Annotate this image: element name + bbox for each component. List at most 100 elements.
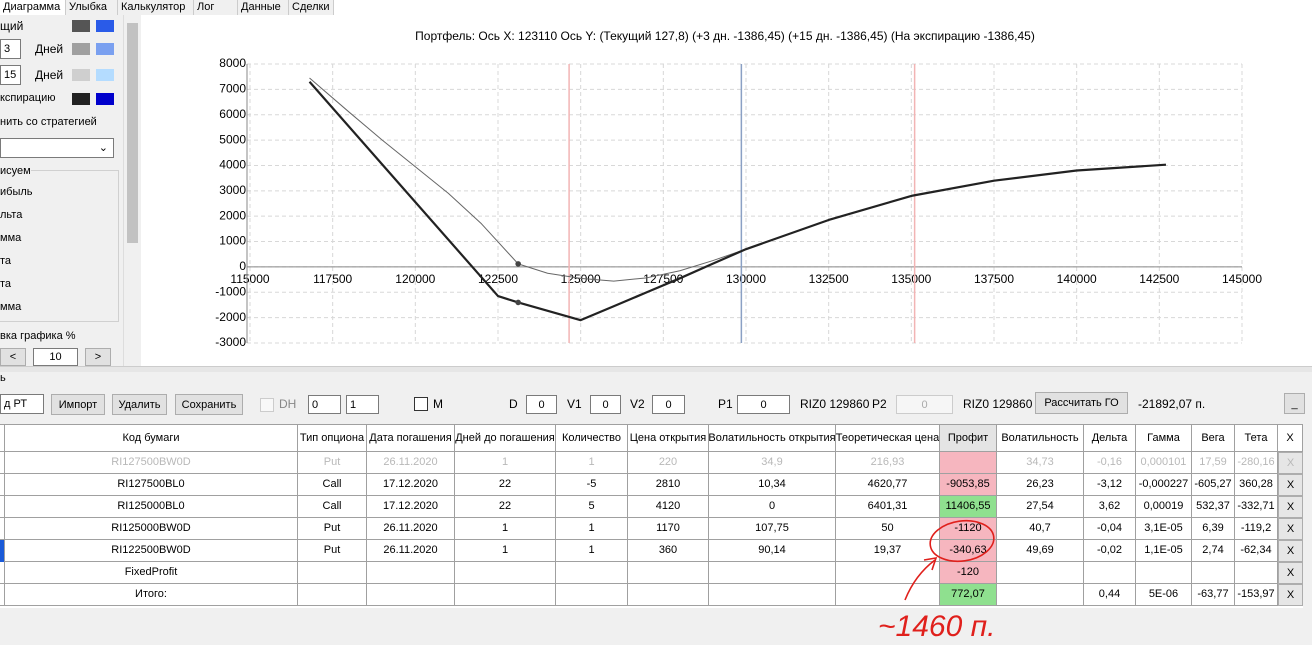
increase-button[interactable]: > [85, 348, 111, 366]
color-swatch[interactable] [96, 69, 114, 81]
spinner[interactable]: 1 [346, 395, 379, 414]
column-header[interactable]: Волатильность открытия [709, 425, 836, 452]
cell: -0,000227 [1136, 474, 1192, 496]
cell [709, 584, 836, 606]
column-header[interactable]: Профит [940, 425, 997, 452]
cell: 1 [455, 518, 556, 540]
cell: 1 [556, 452, 628, 474]
label: P2 [872, 397, 887, 411]
cell: Call [298, 474, 367, 496]
cell: FixedProfit [5, 562, 298, 584]
cell [367, 584, 455, 606]
remove-button[interactable]: X [1278, 518, 1303, 540]
column-header[interactable]: Цена открытия [628, 425, 709, 452]
x-tick-label: 130000 [726, 272, 766, 286]
label: ь [0, 372, 6, 384]
strategy-select[interactable]: ⌄ [0, 138, 114, 158]
remove-button[interactable]: X [1278, 452, 1303, 474]
remove-button[interactable]: X [1278, 496, 1303, 518]
column-header[interactable]: Дата погашения [367, 425, 455, 452]
option[interactable]: мма [0, 301, 22, 313]
x-tick-label: 132500 [809, 272, 849, 286]
color-swatch[interactable] [96, 93, 114, 105]
cell [298, 584, 367, 606]
color-swatch[interactable] [72, 69, 90, 81]
row-header-cell [0, 452, 5, 474]
column-header[interactable]: Дней до погашения [455, 425, 556, 452]
cell: -280,16 [1235, 452, 1278, 474]
calc-button[interactable]: Рассчитать ГО [1035, 392, 1128, 414]
cell: 0,000101 [1136, 452, 1192, 474]
input[interactable]: 0 [652, 395, 685, 414]
save-button[interactable]: Сохранить [175, 394, 243, 415]
option[interactable]: та [0, 278, 12, 290]
column-header[interactable]: Код бумаги [5, 425, 298, 452]
column-header[interactable]: Количество [556, 425, 628, 452]
import-button[interactable]: Импорт [51, 394, 105, 415]
color-swatch[interactable] [96, 43, 114, 55]
remove-button[interactable]: X [1278, 474, 1303, 496]
cell: Call [298, 496, 367, 518]
tab[interactable]: Улыбка [66, 0, 118, 15]
tab[interactable]: Сделки [289, 0, 334, 15]
spinner[interactable]: 0 [308, 395, 341, 414]
remove-button[interactable]: X [1278, 540, 1303, 562]
column-header[interactable]: Дельта [1084, 425, 1136, 452]
option[interactable]: льта [0, 209, 23, 221]
column-header[interactable]: X [1278, 425, 1303, 452]
cell [367, 562, 455, 584]
tab[interactable]: Лог [194, 0, 238, 15]
minimize-button[interactable]: _ [1284, 393, 1305, 414]
column-header[interactable]: Волатильность [997, 425, 1084, 452]
cell: RI127500BL0 [5, 474, 298, 496]
column-header[interactable]: Тип опциона [298, 425, 367, 452]
remove-button[interactable]: X [1278, 562, 1303, 584]
color-swatch[interactable] [96, 20, 114, 32]
cell: 6401,31 [836, 496, 940, 518]
cell [628, 584, 709, 606]
input[interactable]: 0 [526, 395, 557, 414]
column-header[interactable]: Гамма [1136, 425, 1192, 452]
label: Дней [35, 68, 64, 82]
color-swatch[interactable] [72, 20, 90, 32]
checkbox[interactable] [414, 397, 428, 411]
shift-input[interactable]: 10 [33, 348, 78, 366]
input[interactable]: 0 [737, 395, 790, 414]
cell: 22 [455, 496, 556, 518]
option[interactable]: ибыль [0, 186, 33, 198]
option[interactable]: та [0, 255, 12, 267]
row-header-cell [0, 562, 5, 584]
cell [455, 584, 556, 606]
decrease-button[interactable]: < [0, 348, 26, 366]
x-tick-label: 137500 [974, 272, 1014, 286]
label: DH [279, 397, 297, 411]
cell: 17.12.2020 [367, 496, 455, 518]
input[interactable]: 0 [590, 395, 621, 414]
cell: Put [298, 452, 367, 474]
color-swatch[interactable] [72, 93, 90, 105]
cell: -9053,85 [940, 474, 997, 496]
left-panel: щий 3 Дней 15 Дней кспирацию нить со стр… [0, 15, 141, 366]
days-input[interactable]: 15 [0, 65, 21, 85]
color-swatch[interactable] [72, 43, 90, 55]
delete-button[interactable]: Удалить [112, 394, 167, 415]
scrollbar[interactable] [123, 15, 141, 366]
tab[interactable]: Калькулятор [118, 0, 194, 15]
column-header[interactable]: Теоретическая цена [836, 425, 940, 452]
column-header[interactable]: Тета [1235, 425, 1278, 452]
cell: 90,14 [709, 540, 836, 562]
cell: 10,34 [709, 474, 836, 496]
cell: 5E-06 [1136, 584, 1192, 606]
y-tick-label: 3000 [219, 183, 246, 197]
checkbox[interactable] [260, 398, 274, 412]
cell: 34,73 [997, 452, 1084, 474]
remove-button[interactable]: X [1278, 584, 1303, 606]
column-header[interactable]: Вега [1192, 425, 1235, 452]
days-input[interactable]: 3 [0, 39, 21, 59]
tab[interactable]: Данные [238, 0, 289, 15]
tab[interactable]: Диаграмма [0, 0, 66, 15]
x-tick-label: 125000 [561, 272, 601, 286]
label: M [433, 397, 443, 411]
select[interactable]: д РТ [0, 394, 44, 414]
option[interactable]: мма [0, 232, 22, 244]
